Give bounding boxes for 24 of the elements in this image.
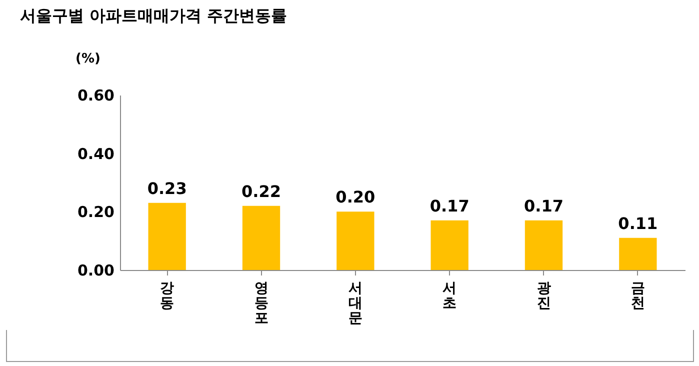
data-label: 0.17 bbox=[430, 196, 470, 216]
data-label: 0.23 bbox=[147, 178, 187, 198]
bar bbox=[148, 202, 186, 270]
data-label: 0.22 bbox=[242, 182, 281, 201]
x-tick-label: 서대문 bbox=[348, 280, 362, 326]
data-label: 0.11 bbox=[618, 214, 658, 233]
data-label: 0.17 bbox=[524, 196, 564, 216]
y-tick-label: 0.60 bbox=[77, 86, 114, 104]
y-tick-label: 0.00 bbox=[77, 262, 114, 280]
bar bbox=[524, 220, 563, 270]
y-axis-title: (%) bbox=[76, 52, 100, 66]
data-label: 0.20 bbox=[336, 188, 376, 207]
bar bbox=[619, 238, 657, 270]
y-tick-label: 0.40 bbox=[77, 144, 114, 163]
x-tick-label: 광진 bbox=[536, 280, 551, 312]
y-tick-label: 0.20 bbox=[77, 203, 114, 222]
chart-title: 서울구별 아파트매매가격 주간변동률 bbox=[20, 6, 288, 25]
x-tick-label: 영등포 bbox=[254, 280, 268, 326]
x-tick-label: 금천 bbox=[630, 280, 645, 312]
bar bbox=[430, 220, 468, 270]
bar bbox=[336, 212, 374, 270]
x-tick-label: 서초 bbox=[442, 280, 457, 312]
bar bbox=[242, 206, 280, 270]
x-tick-label: 강동 bbox=[160, 280, 174, 312]
